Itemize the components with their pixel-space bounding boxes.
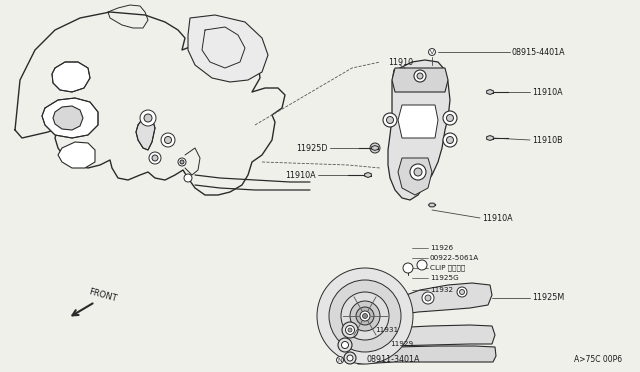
Circle shape <box>342 341 349 349</box>
Polygon shape <box>52 62 90 92</box>
Circle shape <box>356 307 374 325</box>
Circle shape <box>370 143 380 153</box>
Circle shape <box>342 322 358 338</box>
Text: N: N <box>338 357 342 362</box>
Circle shape <box>443 133 457 147</box>
Text: 11910A: 11910A <box>285 170 316 180</box>
Polygon shape <box>188 15 268 82</box>
Text: 11926: 11926 <box>430 245 453 251</box>
Circle shape <box>346 326 355 334</box>
Polygon shape <box>388 60 450 200</box>
Circle shape <box>443 111 457 125</box>
Circle shape <box>149 152 161 164</box>
Text: 11910: 11910 <box>388 58 413 67</box>
Circle shape <box>414 168 422 176</box>
Circle shape <box>180 160 184 164</box>
Circle shape <box>152 155 158 161</box>
Circle shape <box>403 263 413 273</box>
Circle shape <box>350 301 380 331</box>
Polygon shape <box>136 115 155 150</box>
Text: 08915-4401A: 08915-4401A <box>512 48 566 57</box>
Text: 11932: 11932 <box>430 287 453 293</box>
Polygon shape <box>42 98 98 138</box>
Circle shape <box>417 260 427 270</box>
Text: CLIP クリップ: CLIP クリップ <box>430 265 465 271</box>
Text: 11925D: 11925D <box>296 144 328 153</box>
Circle shape <box>184 174 192 182</box>
Text: 11925G: 11925G <box>430 275 459 281</box>
Circle shape <box>422 292 434 304</box>
Circle shape <box>410 164 426 180</box>
Polygon shape <box>486 90 493 94</box>
Text: A>75C 00P6: A>75C 00P6 <box>574 356 622 365</box>
Polygon shape <box>53 106 83 130</box>
Circle shape <box>362 314 367 318</box>
Circle shape <box>457 287 467 297</box>
Text: 11925M: 11925M <box>532 294 564 302</box>
Circle shape <box>347 355 353 361</box>
Text: 00922-5061A: 00922-5061A <box>430 255 479 261</box>
Polygon shape <box>428 203 436 207</box>
Text: 11910A: 11910A <box>482 214 513 222</box>
Text: 11910B: 11910B <box>532 135 563 144</box>
Polygon shape <box>393 283 492 315</box>
Circle shape <box>460 289 465 295</box>
Polygon shape <box>348 325 495 348</box>
Text: 11910A: 11910A <box>532 87 563 96</box>
Circle shape <box>164 137 172 144</box>
Text: V: V <box>430 49 434 55</box>
Circle shape <box>447 115 454 122</box>
Polygon shape <box>392 68 448 92</box>
Text: FRONT: FRONT <box>88 287 118 304</box>
Circle shape <box>144 114 152 122</box>
Polygon shape <box>398 158 432 195</box>
Circle shape <box>140 110 156 126</box>
Circle shape <box>447 137 454 144</box>
Circle shape <box>329 280 401 352</box>
Text: 11931: 11931 <box>375 327 398 333</box>
Circle shape <box>178 158 186 166</box>
Circle shape <box>317 268 413 364</box>
Circle shape <box>425 295 431 301</box>
Circle shape <box>360 311 370 321</box>
Text: 08911-3401A: 08911-3401A <box>367 356 420 365</box>
Circle shape <box>348 328 352 332</box>
Circle shape <box>161 133 175 147</box>
Circle shape <box>344 352 356 364</box>
Circle shape <box>338 338 352 352</box>
Circle shape <box>387 116 394 124</box>
Polygon shape <box>352 346 496 364</box>
Circle shape <box>383 113 397 127</box>
Polygon shape <box>486 135 493 141</box>
Polygon shape <box>365 173 371 177</box>
Text: 11929: 11929 <box>390 341 413 347</box>
Circle shape <box>417 73 423 79</box>
Polygon shape <box>372 145 378 150</box>
Circle shape <box>341 292 389 340</box>
Polygon shape <box>398 105 438 138</box>
Polygon shape <box>58 142 95 168</box>
Circle shape <box>414 70 426 82</box>
